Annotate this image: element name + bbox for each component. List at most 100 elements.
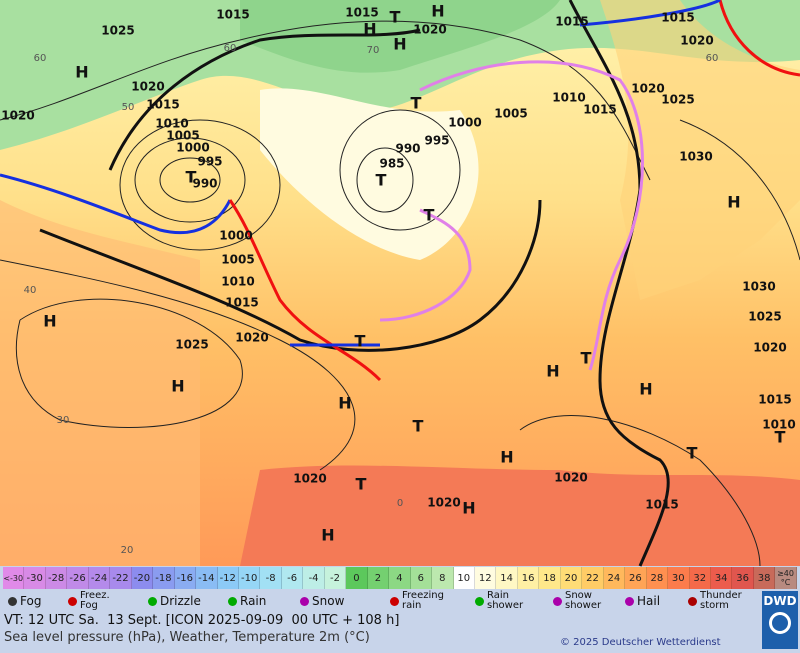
isobar-label: 1020: [753, 341, 786, 355]
pressure-center: T: [581, 349, 592, 368]
pressure-center: H: [338, 394, 351, 413]
scale-cell: 26: [625, 567, 647, 589]
isobar-label: 985: [379, 157, 404, 171]
cold-region: [0, 0, 800, 150]
isobars: [0, 20, 800, 567]
pressure-center: H: [727, 193, 740, 212]
description: Sea level pressure (hPa), Weather, Tempe…: [4, 630, 370, 645]
isobar-label: 1005: [221, 253, 254, 267]
pressure-main: [39, 0, 670, 567]
pressure-center: T: [411, 94, 422, 113]
scale-cell: -26: [67, 567, 89, 589]
scale-cell: -4: [303, 567, 325, 589]
scale-cell: 6: [410, 567, 433, 589]
isobar-label: 1020: [554, 471, 587, 485]
isobar-label: 1000: [176, 141, 209, 155]
isobar-label: 1030: [742, 280, 775, 294]
isobar-label: 990: [395, 142, 420, 156]
scale-cell: -24: [88, 567, 111, 589]
scale-cell: <-30: [3, 567, 25, 589]
scale-cell: -18: [153, 567, 175, 589]
scale-cell: -10: [238, 567, 261, 589]
scale-cell: 28: [646, 567, 669, 589]
symbol-item: Snow shower: [553, 590, 615, 612]
scale-cell: -20: [131, 567, 154, 589]
isobar-label: 1010: [552, 91, 585, 105]
isobar-label: 1010: [221, 275, 254, 289]
symbol-label: Fog: [20, 594, 42, 608]
isobar-label: 1015: [225, 296, 258, 310]
pressure-center: H: [500, 448, 513, 467]
symbol-label: Hail: [637, 594, 661, 608]
isobar-label: 995: [197, 155, 222, 169]
isobar-label: 1025: [101, 24, 134, 38]
pressure-center: H: [639, 380, 652, 399]
scale-cell: -8: [260, 567, 282, 589]
isobar-label: 1020: [293, 472, 326, 486]
scale-cell: 0: [346, 567, 368, 589]
symbol-icon: [475, 596, 484, 606]
isobar-label: 1005: [166, 129, 199, 143]
isobar-label: 1020: [680, 34, 713, 48]
pressure-center: H: [363, 20, 376, 39]
scale-cell: 10: [453, 567, 475, 589]
isobar-label: 1015: [146, 98, 179, 112]
logo-text: DWD: [763, 594, 797, 608]
symbol-label: Snow: [312, 594, 345, 608]
scale-cell: 30: [668, 567, 690, 589]
warm-region: [600, 0, 800, 300]
isobar-label: 1025: [748, 310, 781, 324]
isobar-label: 1020: [235, 331, 268, 345]
isobar-label: 1025: [661, 93, 694, 107]
symbol-item: Rain shower: [475, 590, 537, 612]
pressure-center: H: [431, 2, 444, 21]
isobar-label: 1015: [645, 498, 678, 512]
pressure-center: H: [462, 499, 475, 518]
pressure-center: H: [546, 362, 559, 381]
grid-label: 0: [397, 498, 403, 509]
isobar-label: 1015: [758, 393, 791, 407]
scale-cell: -6: [281, 567, 304, 589]
isobar-label: 995: [424, 134, 449, 148]
scale-cell: 12: [474, 567, 497, 589]
grid-label: 70: [367, 45, 380, 56]
scale-cell: -12: [217, 567, 239, 589]
scale-cell: ≥40 °C: [775, 567, 797, 589]
pressure-center: T: [413, 417, 424, 436]
symbol-icon: [68, 596, 77, 606]
pressure-center: T: [186, 168, 197, 187]
scale-cell: -28: [45, 567, 68, 589]
logo-icon: [769, 612, 791, 634]
symbol-label: Rain shower: [487, 590, 524, 611]
symbol-icon: [390, 596, 399, 606]
grid-label: 50: [122, 102, 135, 113]
isobar-label: 1010: [762, 418, 795, 432]
symbol-label: Freez. Fog: [80, 590, 110, 611]
scale-cell: 38: [753, 567, 776, 589]
isobar-label: 1020: [1, 109, 34, 123]
scale-cell: 22: [582, 567, 604, 589]
pressure-center: H: [171, 377, 184, 396]
symbol-item: Fog: [8, 590, 41, 612]
isobar-label: 1000: [448, 116, 481, 130]
scale-cell: 4: [389, 567, 411, 589]
pressure-center: T: [687, 444, 698, 463]
grid-label: 30: [57, 415, 70, 426]
pressure-center: H: [43, 312, 56, 331]
pressure-center: T: [355, 332, 366, 351]
isobar-label: 1020: [631, 82, 664, 96]
symbol-item: Hail: [625, 590, 660, 612]
isobar-label: 1000: [219, 229, 252, 243]
symbol-item: Rain: [228, 590, 266, 612]
pressure-center: T: [424, 206, 435, 225]
fronts: [0, 0, 800, 382]
warm-region: [0, 200, 200, 566]
pressure-center: T: [356, 475, 367, 494]
pressure-center: H: [393, 35, 406, 54]
scale-cell: 36: [732, 567, 754, 589]
scale-cell: -14: [196, 567, 218, 589]
symbol-icon: [688, 596, 697, 606]
symbol-item: Thunder storm: [688, 590, 750, 612]
mild-region: [260, 88, 479, 261]
